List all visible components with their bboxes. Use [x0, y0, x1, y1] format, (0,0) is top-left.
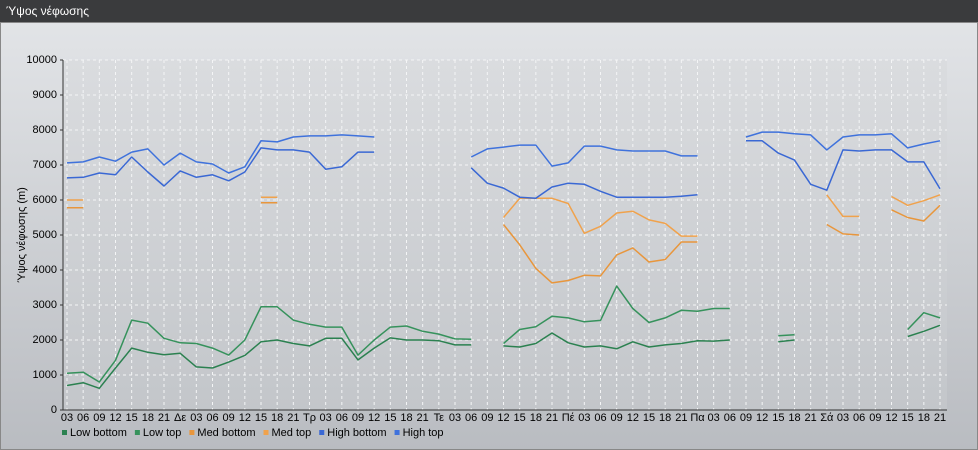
y-tick-label: 9000: [33, 89, 57, 101]
x-tick-label: 12: [368, 412, 380, 424]
x-tick-label: 09: [869, 412, 881, 424]
x-tick-label: Πέ: [562, 412, 575, 424]
y-tick-label: 3000: [33, 299, 57, 311]
series-line: [66, 140, 941, 200]
y-tick-label: 8000: [33, 124, 57, 136]
x-tick-label: 03: [190, 412, 202, 424]
x-tick-label: 18: [142, 412, 154, 424]
x-tick-label: 12: [497, 412, 509, 424]
x-tick-label: 21: [546, 412, 558, 424]
x-tick-label: 09: [740, 412, 752, 424]
x-tick-label: 09: [352, 412, 364, 424]
x-tick-label: 18: [788, 412, 800, 424]
legend-swatch: [263, 430, 269, 435]
x-tick-label: 06: [594, 412, 606, 424]
y-tick-label: 2000: [33, 334, 57, 346]
x-tick-label: 15: [514, 412, 526, 424]
x-tick-label: 06: [336, 412, 348, 424]
legend-label: Med bottom: [197, 427, 255, 439]
x-tick-label: 15: [384, 412, 396, 424]
x-tick-label: 12: [109, 412, 121, 424]
series-line: [67, 202, 941, 284]
y-axis-label: Ύψος νέφωσης (m): [16, 187, 28, 283]
y-tick-label: 0: [51, 404, 57, 416]
window-title: Ύψος νέφωσης: [6, 4, 89, 18]
x-tick-label: 21: [417, 412, 429, 424]
y-tick-label: 7000: [33, 159, 57, 171]
x-tick-label: Σά: [820, 412, 834, 424]
y-tick-label: 10000: [26, 54, 57, 66]
x-tick-label: 03: [578, 412, 590, 424]
x-tick-label: 15: [255, 412, 267, 424]
x-tick-label: 03: [837, 412, 849, 424]
x-tick-label: 06: [465, 412, 477, 424]
title-bar: [0, 0, 978, 22]
y-tick-label: 1000: [33, 369, 57, 381]
x-tick-label: 06: [853, 412, 865, 424]
x-tick-label: 18: [659, 412, 671, 424]
x-tick-label: 15: [902, 412, 914, 424]
x-tick-label: Δε: [174, 412, 186, 424]
x-tick-label: Πα: [690, 412, 705, 424]
series-line: [66, 131, 941, 174]
y-tick-label: 4000: [33, 264, 57, 276]
x-tick-label: 09: [611, 412, 623, 424]
x-tick-label: 21: [805, 412, 817, 424]
x-tick-label: Τρ: [303, 412, 316, 424]
legend-swatch: [189, 430, 195, 435]
y-tick-label: 5000: [33, 229, 57, 241]
x-tick-label: 06: [77, 412, 89, 424]
x-tick-label: 15: [126, 412, 138, 424]
legend-label: High bottom: [327, 427, 386, 439]
x-tick-label: 06: [724, 412, 736, 424]
x-tick-label: 09: [93, 412, 105, 424]
x-tick-label: 12: [885, 412, 897, 424]
x-tick-label: 03: [449, 412, 461, 424]
x-tick-label: 18: [918, 412, 930, 424]
x-tick-label: 18: [271, 412, 283, 424]
x-tick-label: 03: [61, 412, 73, 424]
x-tick-label: 12: [756, 412, 768, 424]
y-tick-label: 6000: [33, 194, 57, 206]
legend-swatch: [134, 430, 140, 435]
x-tick-label: 18: [530, 412, 542, 424]
x-tick-label: 09: [481, 412, 493, 424]
x-tick-label: 03: [320, 412, 332, 424]
legend-label: Low bottom: [70, 427, 127, 439]
x-tick-label: 21: [287, 412, 299, 424]
x-tick-label: 12: [627, 412, 639, 424]
legend-swatch: [62, 430, 67, 435]
legend-swatch: [394, 430, 400, 435]
x-tick-label: Τε: [434, 412, 445, 424]
series-line: [66, 324, 941, 390]
plot-area: [63, 60, 947, 410]
x-tick-label: 03: [708, 412, 720, 424]
legend-label: Med top: [272, 427, 312, 439]
x-tick-label: 09: [223, 412, 235, 424]
x-tick-label: 12: [239, 412, 251, 424]
x-tick-label: 21: [675, 412, 687, 424]
x-tick-label: 18: [400, 412, 412, 424]
series-line: [67, 194, 941, 237]
x-tick-label: 21: [934, 412, 946, 424]
x-tick-label: 21: [158, 412, 170, 424]
legend-label: High top: [403, 427, 444, 439]
legend-swatch: [319, 430, 325, 435]
x-tick-label: 15: [772, 412, 784, 424]
legend-label: Low top: [143, 427, 182, 439]
series-line: [66, 285, 941, 383]
x-tick-label: 15: [643, 412, 655, 424]
x-tick-label: 06: [206, 412, 218, 424]
